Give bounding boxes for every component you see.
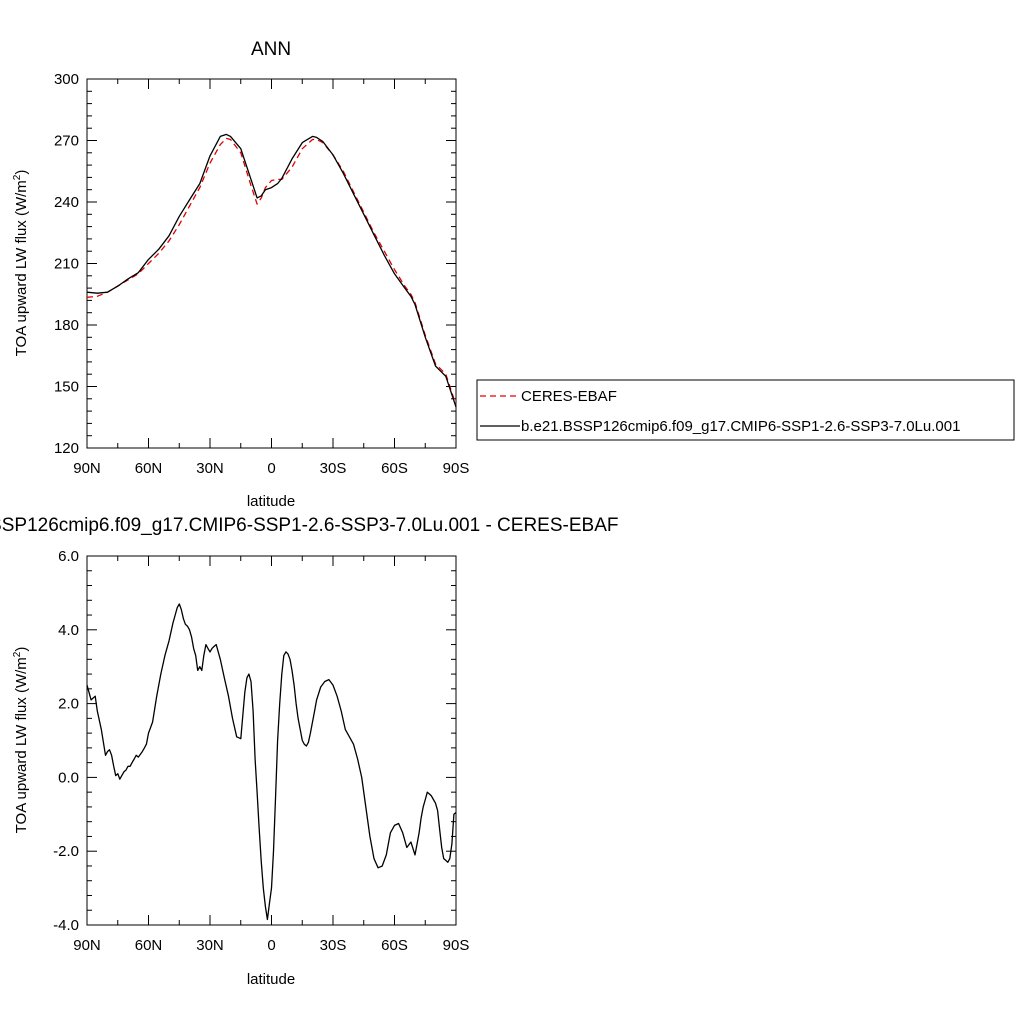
top-y-axis-label-close: ) [13, 170, 30, 175]
bottom-y-axis-label-main: TOA upward LW flux (W/m [13, 657, 30, 833]
bottom-x-tick-label: 90N [73, 937, 101, 954]
top-y-tick-label: 180 [54, 317, 79, 334]
top-y-tick-labels: 120 150 180 210 240 270 300 [54, 71, 79, 457]
bottom-y-axis-label: TOA upward LW flux (W/m2) [12, 647, 30, 834]
bottom-y-axis-label-sup: 2 [12, 651, 23, 657]
top-axis-ticks [86, 78, 457, 449]
top-x-tick-label: 90S [443, 460, 470, 477]
top-y-tick-label: 240 [54, 194, 79, 211]
top-panel: ANN 90N 60N 30N 0 30S 60S 90S 120 150 180 210 240 2… [12, 39, 1015, 510]
legend: CERES-EBAF b.e21.BSSP126cmip6.f09_g17.CM… [476, 379, 1015, 441]
legend-label-model: b.e21.BSSP126cmip6.f09_g17.CMIP6-SSP1-2.… [521, 418, 960, 435]
top-series-line-model [86, 133, 457, 408]
bottom-x-tick-labels: 90N 60N 30N 0 30S 60S 90S [73, 937, 469, 954]
bottom-x-tick-label: 0 [267, 937, 275, 954]
bottom-y-axis-label-close: ) [13, 647, 30, 652]
top-y-tick-label: 300 [54, 71, 79, 88]
top-x-tick-label: 30S [320, 460, 347, 477]
bottom-x-tick-label: 90S [443, 937, 470, 954]
top-plot-frame [86, 78, 457, 449]
top-y-tick-label: 270 [54, 133, 79, 150]
bottom-axis-ticks [86, 555, 457, 926]
bottom-y-tick-label: 0.0 [58, 769, 79, 786]
top-x-tick-label: 30N [196, 460, 224, 477]
top-y-tick-label: 120 [54, 440, 79, 457]
top-chart-title: ANN [251, 39, 291, 60]
top-x-tick-labels: 90N 60N 30N 0 30S 60S 90S [73, 460, 469, 477]
legend-label-ceres: CERES-EBAF [521, 388, 617, 405]
bottom-x-tick-label: 60S [381, 937, 408, 954]
top-y-tick-label: 210 [54, 256, 79, 273]
bottom-plot-frame [86, 555, 457, 926]
top-x-tick-label: 60S [381, 460, 408, 477]
bottom-x-tick-label: 30S [320, 937, 347, 954]
bottom-x-axis-label: latitude [247, 971, 295, 988]
bottom-series-line-model [86, 603, 457, 921]
bottom-y-tick-label: 4.0 [58, 622, 79, 639]
top-y-tick-label: 150 [54, 379, 79, 396]
top-x-axis-label: latitude [247, 493, 295, 510]
top-series-group [86, 133, 457, 408]
bottom-y-tick-labels: -4.0 -2.0 0.0 2.0 4.0 6.0 [53, 548, 79, 934]
bottom-x-tick-label: 30N [196, 937, 224, 954]
top-y-axis-label-sup: 2 [12, 174, 23, 180]
top-y-axis-label-main: TOA upward LW flux (W/m [13, 180, 30, 356]
bottom-y-tick-label: 6.0 [58, 548, 79, 565]
bottom-x-tick-label: 60N [135, 937, 163, 954]
bottom-y-tick-label: 2.0 [58, 696, 79, 713]
top-x-tick-label: 0 [267, 460, 275, 477]
bottom-y-tick-label: -2.0 [53, 843, 79, 860]
top-series-line-ceres [86, 137, 457, 406]
bottom-y-tick-label: -4.0 [53, 917, 79, 934]
bottom-panel: b.e21.BSSP126cmip6.f09_g17.CMIP6-SSP1-2.… [0, 515, 618, 988]
bottom-chart-title: b.e21.BSSP126cmip6.f09_g17.CMIP6-SSP1-2.… [0, 515, 618, 536]
top-x-tick-label: 60N [135, 460, 163, 477]
top-x-tick-label: 90N [73, 460, 101, 477]
legend-box [476, 379, 1015, 441]
bottom-series-group [86, 603, 457, 921]
top-y-axis-label: TOA upward LW flux (W/m2) [12, 170, 30, 357]
